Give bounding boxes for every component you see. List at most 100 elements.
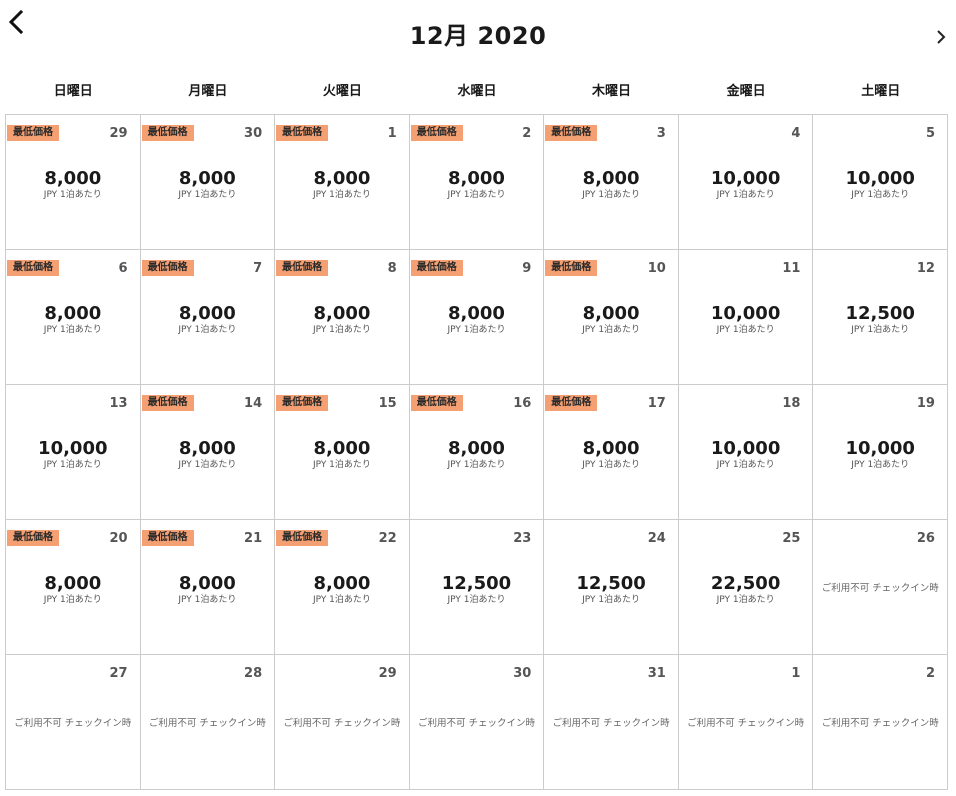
price-unit-label: JPY 1泊あたり xyxy=(43,190,102,200)
day-number: 29 xyxy=(109,126,128,141)
nightly-price: 8,000 xyxy=(582,438,640,459)
calendar-day-cell[interactable]: 最低価格 1 8,000 JPY 1泊あたり xyxy=(275,115,410,250)
calendar-day-cell[interactable]: 最低価格 30 8,000 JPY 1泊あたり xyxy=(140,115,276,250)
day-number: 6 xyxy=(118,261,128,276)
calendar-day-cell[interactable]: 5 10,000 JPY 1泊あたり xyxy=(813,115,948,250)
calendar-day-cell[interactable]: 25 22,500 JPY 1泊あたり xyxy=(678,520,814,655)
calendar-day-cell[interactable]: 最低価格 6 8,000 JPY 1泊あたり xyxy=(6,250,141,385)
calendar-day-cell[interactable]: 最低価格 3 8,000 JPY 1泊あたり xyxy=(544,115,679,250)
lowest-price-badge: 最低価格 xyxy=(7,260,59,276)
nightly-price: 10,000 xyxy=(710,168,781,189)
price-unit-label: JPY 1泊あたり xyxy=(178,460,237,470)
unavailable-label: ご利用不可 チェックイン時 xyxy=(148,718,266,729)
weekday-header: 日曜日 月曜日 火曜日 水曜日 木曜日 金曜日 土曜日 xyxy=(6,80,948,100)
calendar-day-cell[interactable]: 最低価格 20 8,000 JPY 1泊あたり xyxy=(6,520,141,655)
price-unit-label: JPY 1泊あたり xyxy=(582,190,641,200)
calendar-day-cell[interactable]: 最低価格 16 8,000 JPY 1泊あたり xyxy=(409,385,545,520)
price-unit-label: JPY 1泊あたり xyxy=(178,595,237,605)
calendar-day-cell[interactable]: 最低価格 7 8,000 JPY 1泊あたり xyxy=(140,250,276,385)
day-number: 27 xyxy=(109,666,128,681)
calendar-day-cell[interactable]: 最低価格 29 8,000 JPY 1泊あたり xyxy=(6,115,141,250)
calendar-day-cell[interactable]: 23 12,500 JPY 1泊あたり xyxy=(409,520,545,655)
calendar-day-cell[interactable]: 最低価格 22 8,000 JPY 1泊あたり xyxy=(275,520,410,655)
lowest-price-badge: 最低価格 xyxy=(410,125,463,141)
calendar-day-cell[interactable]: 24 12,500 JPY 1泊あたり xyxy=(544,520,679,655)
nightly-price: 8,000 xyxy=(448,438,505,459)
calendar-day-cell[interactable]: 最低価格 9 8,000 JPY 1泊あたり xyxy=(409,250,545,385)
calendar-day-cell[interactable]: 12 12,500 JPY 1泊あたり xyxy=(813,250,948,385)
price-unit-label: JPY 1泊あたり xyxy=(716,325,775,335)
day-number: 15 xyxy=(378,396,397,411)
calendar-day-cell[interactable]: 4 10,000 JPY 1泊あたり xyxy=(678,115,814,250)
weekday-label: 金曜日 xyxy=(726,84,766,99)
day-number: 10 xyxy=(647,261,666,276)
day-number: 25 xyxy=(782,531,801,546)
price-unit-label: JPY 1泊あたり xyxy=(716,190,775,200)
price-unit-label: JPY 1泊あたり xyxy=(851,325,910,335)
lowest-price-badge: 最低価格 xyxy=(410,395,463,411)
unavailable-label: ご利用不可 チェックイン時 xyxy=(821,718,939,729)
day-number: 22 xyxy=(378,531,397,546)
calendar-day-cell[interactable]: 11 10,000 JPY 1泊あたり xyxy=(678,250,814,385)
calendar-day-cell[interactable]: 最低価格 15 8,000 JPY 1泊あたり xyxy=(275,385,410,520)
calendar-day-cell[interactable]: 19 10,000 JPY 1泊あたり xyxy=(813,385,948,520)
price-unit-label: JPY 1泊あたり xyxy=(447,325,506,335)
calendar-day-cell: 26 ご利用不可 チェックイン時 xyxy=(813,520,948,655)
day-number: 30 xyxy=(244,126,263,141)
nightly-price: 8,000 xyxy=(178,168,236,189)
lowest-price-badge: 最低価格 xyxy=(141,125,194,141)
price-unit-label: JPY 1泊あたり xyxy=(178,325,237,335)
price-unit-label: JPY 1泊あたり xyxy=(851,460,910,470)
lowest-price-badge: 最低価格 xyxy=(276,260,329,276)
calendar-day-cell[interactable]: 13 10,000 JPY 1泊あたり xyxy=(6,385,141,520)
lowest-price-badge: 最低価格 xyxy=(545,125,598,141)
nightly-price: 8,000 xyxy=(44,573,102,594)
lowest-price-badge: 最低価格 xyxy=(7,530,59,546)
nightly-price: 10,000 xyxy=(710,303,781,324)
day-number: 7 xyxy=(253,261,263,276)
price-unit-label: JPY 1泊あたり xyxy=(43,460,102,470)
calendar-day-cell[interactable]: 最低価格 2 8,000 JPY 1泊あたり xyxy=(409,115,545,250)
day-number: 31 xyxy=(647,666,666,681)
nightly-price: 12,500 xyxy=(576,573,646,594)
price-unit-label: JPY 1泊あたり xyxy=(582,460,641,470)
month-title: 12月 2020 xyxy=(409,22,547,50)
day-number: 1 xyxy=(387,126,397,141)
nightly-price: 8,000 xyxy=(313,438,371,459)
day-number: 21 xyxy=(244,531,263,546)
day-number: 26 xyxy=(916,531,935,546)
day-number: 20 xyxy=(109,531,128,546)
nightly-price: 12,500 xyxy=(845,303,915,324)
nightly-price: 10,000 xyxy=(845,438,915,459)
calendar-day-cell: 2 ご利用不可 チェックイン時 xyxy=(813,655,948,790)
next-month-button[interactable] xyxy=(934,28,948,46)
day-number: 29 xyxy=(378,666,397,681)
back-button[interactable] xyxy=(6,8,28,36)
nightly-price: 8,000 xyxy=(44,303,102,324)
calendar-day-cell[interactable]: 18 10,000 JPY 1泊あたり xyxy=(678,385,814,520)
calendar-day-cell[interactable]: 最低価格 17 8,000 JPY 1泊あたり xyxy=(544,385,679,520)
nightly-price: 8,000 xyxy=(448,303,505,324)
lowest-price-badge: 最低価格 xyxy=(276,395,329,411)
price-unit-label: JPY 1泊あたり xyxy=(178,190,237,200)
lowest-price-badge: 最低価格 xyxy=(545,260,598,276)
day-number: 2 xyxy=(925,666,935,681)
day-number: 3 xyxy=(656,126,666,141)
day-number: 28 xyxy=(244,666,263,681)
calendar-day-cell[interactable]: 最低価格 8 8,000 JPY 1泊あたり xyxy=(275,250,410,385)
nightly-price: 8,000 xyxy=(178,438,236,459)
weekday-label: 火曜日 xyxy=(322,84,362,99)
calendar-day-cell[interactable]: 最低価格 14 8,000 JPY 1泊あたり xyxy=(140,385,276,520)
price-unit-label: JPY 1泊あたり xyxy=(312,595,371,605)
weekday-label: 日曜日 xyxy=(53,84,93,99)
weekday-label: 月曜日 xyxy=(188,84,228,99)
nightly-price: 8,000 xyxy=(313,303,371,324)
price-unit-label: JPY 1泊あたり xyxy=(312,325,371,335)
lowest-price-badge: 最低価格 xyxy=(410,260,463,276)
calendar-day-cell: 29 ご利用不可 チェックイン時 xyxy=(275,655,410,790)
lowest-price-badge: 最低価格 xyxy=(141,530,194,546)
unavailable-label: ご利用不可 チェックイン時 xyxy=(417,718,535,729)
calendar-day-cell[interactable]: 最低価格 10 8,000 JPY 1泊あたり xyxy=(544,250,679,385)
calendar-day-cell[interactable]: 最低価格 21 8,000 JPY 1泊あたり xyxy=(140,520,276,655)
day-number: 2 xyxy=(522,126,532,141)
